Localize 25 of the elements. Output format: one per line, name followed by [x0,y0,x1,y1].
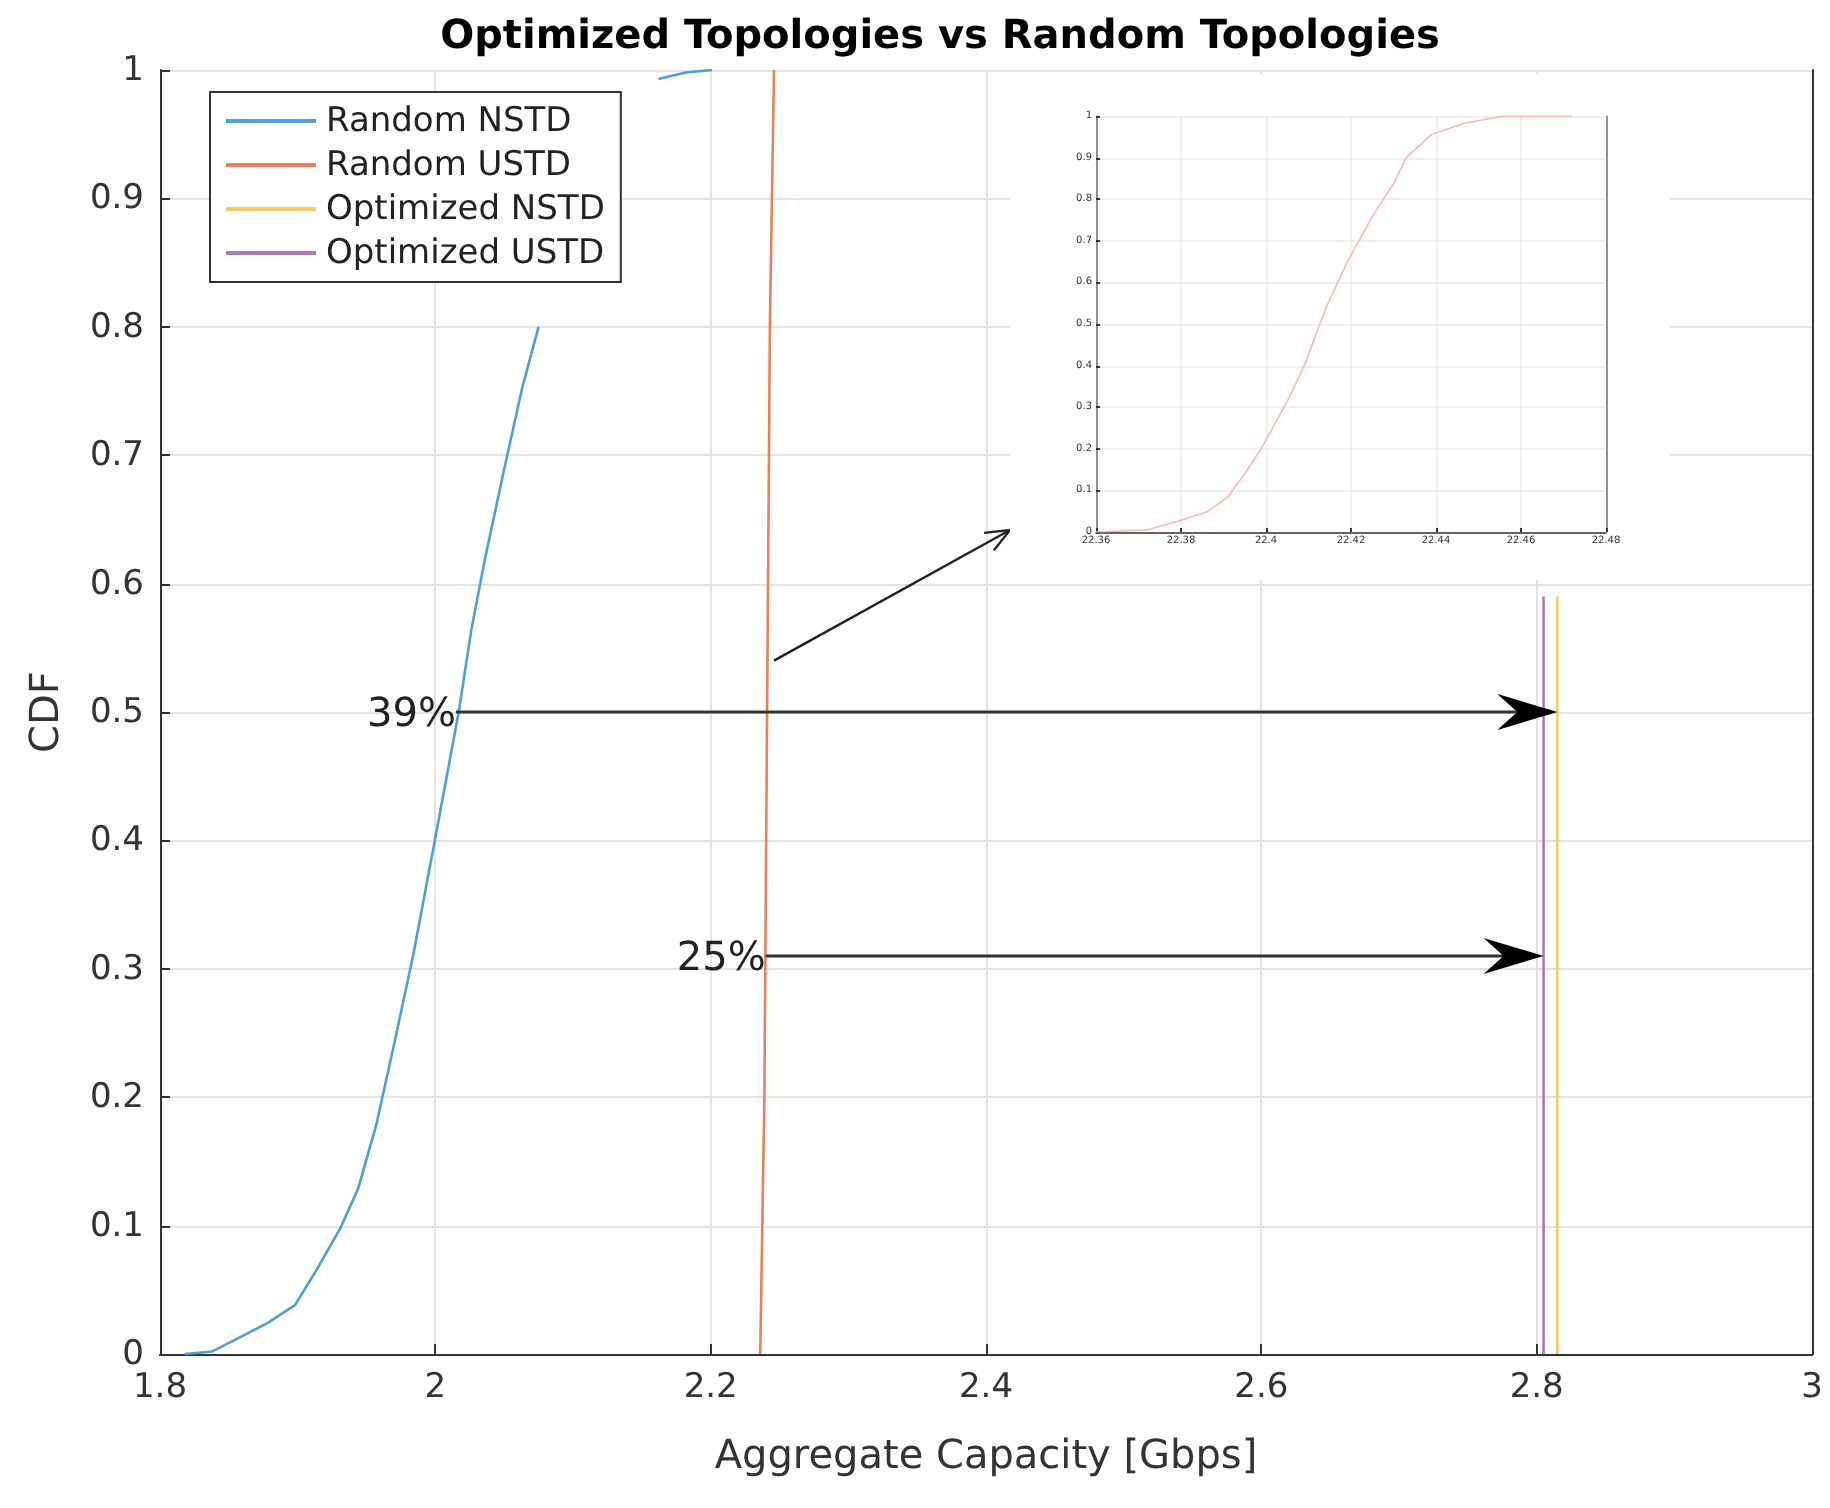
y-tick-label: 0.3 [89,948,144,989]
x-tick-label: 2 [424,1367,447,1407]
y-axis-title: CDF [20,671,68,753]
annotation: 39% [367,688,456,736]
legend-label: Random NSTD [326,101,572,141]
y-tick-label: 1 [122,50,144,90]
y-tick-label: 0.9 [89,178,144,219]
annotation: 25% [676,931,766,980]
x-tick-label: 3 [1801,1367,1823,1407]
y-tick-label: 0.1 [89,1205,144,1246]
y-tick-label: 0.4 [89,820,144,861]
y-tick-label: 0.7 [89,435,144,476]
y-tick-label: 0.2 [89,1077,144,1118]
legend-label: Optimized USTD [326,233,605,273]
x-tick-label: 2.2 [683,1367,738,1407]
y-tick-label: 0.6 [89,563,144,604]
y-tick-label: 0.8 [89,306,144,347]
y-tick-label: 0.5 [89,692,144,732]
legend-label: Random USTD [326,145,571,185]
x-tick-label: 2.4 [958,1367,1014,1407]
x-tick-label: 2.8 [1509,1367,1564,1407]
x-tick-label: 2.6 [1234,1367,1289,1407]
legend-label: Optimized NSTD [326,189,605,229]
chart-title: Optimized Topologies vs Random Topologies [440,10,1440,58]
x-axis-title: Aggregate Capacity [Gbps] [714,1430,1258,1478]
